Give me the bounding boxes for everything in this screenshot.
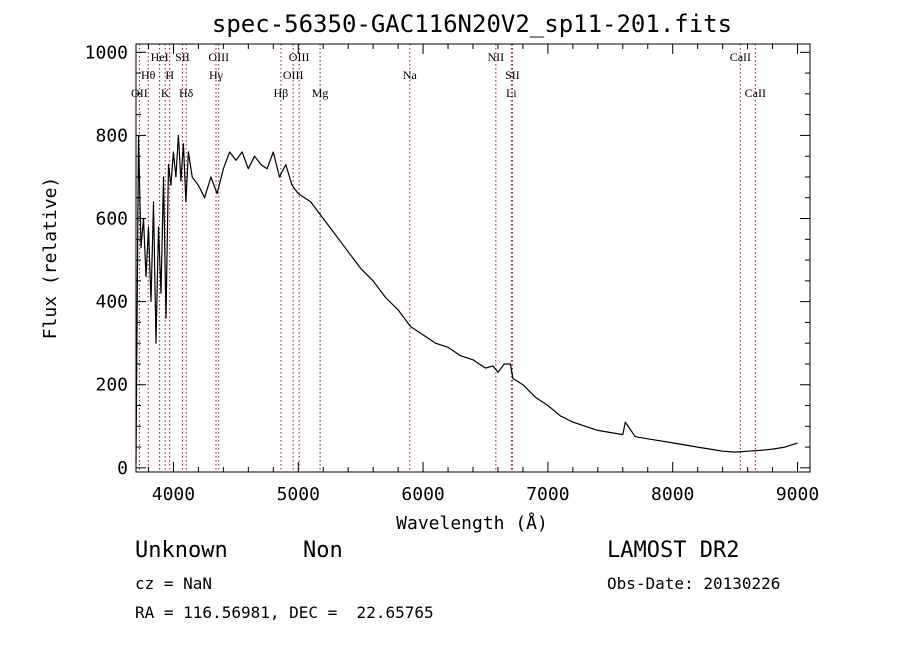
- y-tick-label: 200: [95, 375, 128, 396]
- x-tick-label: 5000: [277, 484, 320, 505]
- line-marker-label: OIII: [283, 68, 304, 82]
- x-tick-label: 8000: [651, 484, 694, 505]
- spectrum-series-line: [135, 134, 798, 464]
- line-marker-label: HeI: [151, 50, 169, 64]
- x-tick-label: 7000: [526, 484, 569, 505]
- line-marker-label: SII: [175, 50, 190, 64]
- y-tick-label: 800: [95, 125, 128, 146]
- plot-frame: [135, 43, 811, 473]
- x-tick-label: 6000: [401, 484, 444, 505]
- line-marker-label: SII: [505, 68, 520, 82]
- line-marker-label: OII: [131, 86, 148, 100]
- object-subclass: Non: [303, 538, 343, 563]
- line-marker-label: OIII: [289, 50, 310, 64]
- line-marker-label: K: [161, 86, 170, 100]
- object-class: Unknown: [135, 538, 228, 563]
- line-marker-label: NII: [488, 50, 505, 64]
- observation-date: Obs-Date: 20130226: [607, 574, 781, 593]
- line-marker-label: Hδ: [179, 86, 194, 100]
- line-marker-label: Mg: [312, 86, 329, 100]
- line-marker-label: CaII: [730, 50, 751, 64]
- chart-title: spec-56350-GAC116N20V2_sp11-201.fits: [212, 10, 732, 38]
- y-axis-label: Flux (relative): [40, 177, 61, 340]
- y-tick-label: 1000: [85, 42, 128, 63]
- line-marker-label: Na: [403, 68, 418, 82]
- line-marker-label: CaII: [745, 86, 766, 100]
- x-axis: 4000 5000 6000 7000 8000 9000: [147, 44, 819, 505]
- redshift-value: cz = NaN: [135, 574, 213, 593]
- line-marker-label: H: [165, 68, 174, 82]
- line-marker-label: Hβ: [274, 86, 289, 100]
- y-tick-label: 400: [95, 292, 128, 313]
- y-tick-label: 0: [117, 458, 128, 479]
- x-tick-label: 9000: [776, 484, 819, 505]
- x-axis-label: Wavelength (Å): [396, 512, 548, 534]
- spectral-line-markers: OIIHθHeIKHSIIHδHγOIIIHβOIIIOIIIMgNaNIILi…: [131, 44, 766, 472]
- line-marker-label: OIII: [208, 50, 229, 64]
- line-marker-label: Hθ: [141, 68, 156, 82]
- x-tick-label: 4000: [152, 484, 195, 505]
- line-marker-label: Li: [506, 86, 517, 100]
- line-marker-label: Hγ: [209, 68, 224, 82]
- coordinates: RA = 116.56981, DEC = 22.65765: [135, 603, 434, 622]
- y-axis: 0 200 400 600 800 1000: [85, 42, 810, 479]
- survey-name: LAMOST DR2: [607, 538, 740, 563]
- y-tick-label: 600: [95, 209, 128, 230]
